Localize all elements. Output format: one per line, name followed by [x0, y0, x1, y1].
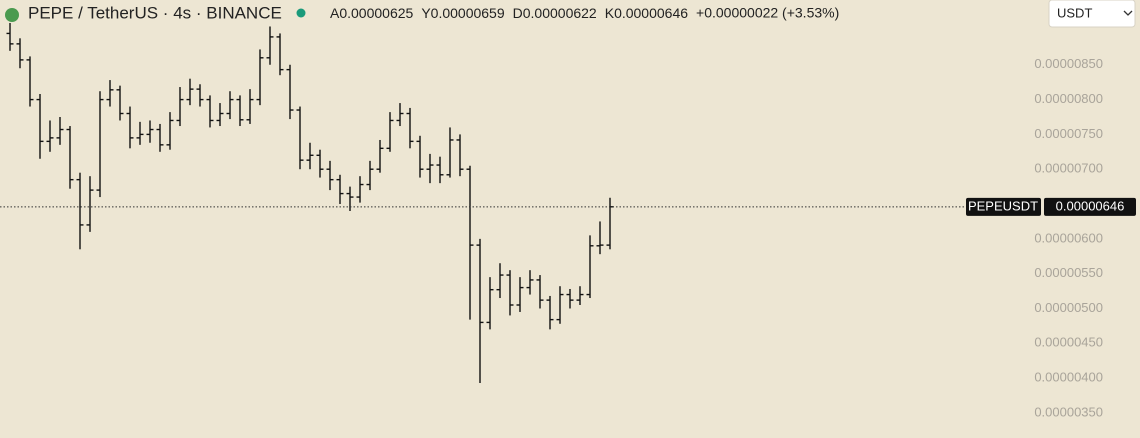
- y-tick-label: 0.00000850: [1034, 56, 1103, 71]
- ohlc-value: 0.00000659: [431, 5, 505, 21]
- symbol-tag-label: PEPEUSDT: [968, 198, 1038, 213]
- y-tick-label: 0.00000700: [1034, 161, 1103, 176]
- ohlc-item: K0.00000646: [605, 5, 689, 21]
- price-tag: [1044, 197, 1136, 216]
- status-dot: [296, 8, 306, 18]
- ohlc-key: D: [513, 5, 523, 21]
- ohlc-key: K: [605, 5, 615, 21]
- ohlc-value: 0.00000622: [523, 5, 597, 21]
- chevron[interactable]: [1123, 10, 1133, 16]
- ohlc-key: A: [330, 5, 340, 21]
- symbol-title: PEPE / TetherUS · 4s · BINANCE: [28, 3, 282, 22]
- ohlc-value: 0.00000646: [614, 5, 688, 21]
- symbol-icon: [5, 8, 19, 22]
- y-tick-label: 0.00000350: [1034, 404, 1103, 419]
- currency-label[interactable]: USDT: [1057, 5, 1092, 20]
- ohlc-item: D0.00000622: [513, 5, 597, 21]
- ohlc-key: Y: [421, 5, 431, 21]
- currency-select[interactable]: [1048, 0, 1136, 28]
- y-tick-label: 0.00000800: [1034, 91, 1103, 106]
- symbol-tag: [966, 197, 1041, 216]
- y-tick-label: 0.00000750: [1034, 126, 1103, 141]
- price-tag-label: 0.00000646: [1056, 198, 1125, 213]
- y-tick-label: 0.00000600: [1034, 230, 1103, 245]
- y-tick-label: 0.00000500: [1034, 300, 1103, 315]
- ohlc-legend: A0.00000625 Y0.00000659 D0.00000622 K0.0000…: [330, 5, 839, 21]
- y-tick-label: 0.00000550: [1034, 265, 1103, 280]
- ohlc-value: 0.00000625: [339, 5, 413, 21]
- ohlc-item: Y0.00000659: [421, 5, 505, 21]
- ohlc-item: A0.00000625: [330, 5, 414, 21]
- y-tick-label: 0.00000450: [1034, 335, 1103, 350]
- ohlc-change: +0.00000022 (+3.53%): [696, 5, 839, 21]
- y-tick-label: 0.00000400: [1034, 370, 1103, 385]
